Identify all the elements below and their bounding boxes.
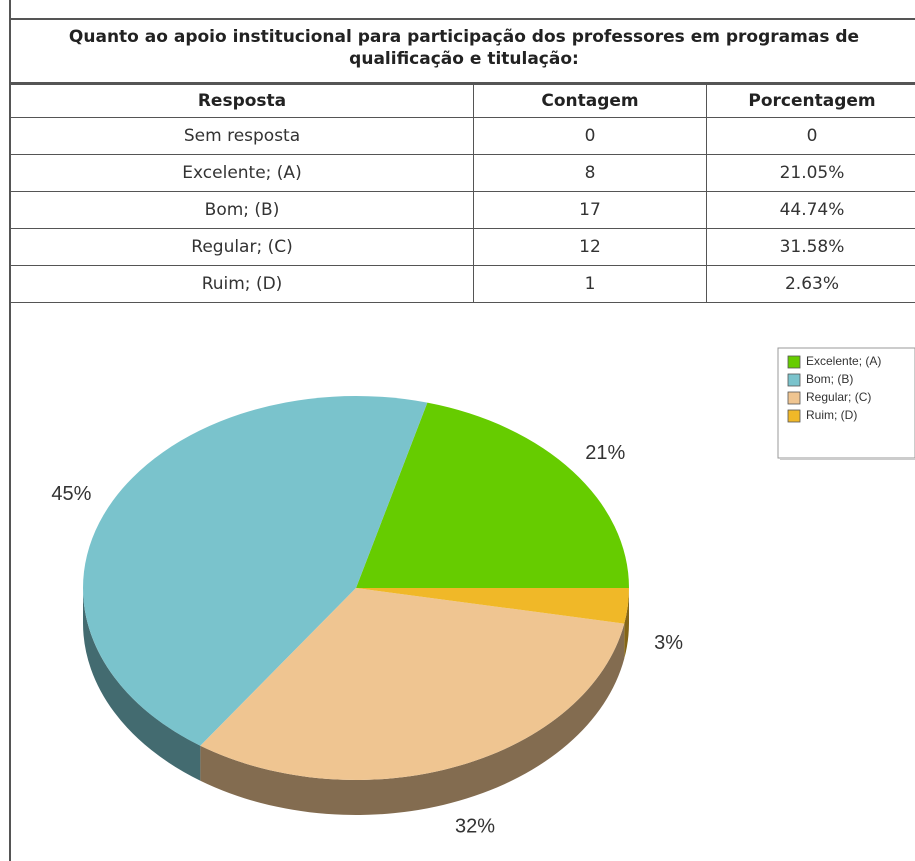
table-cell: Bom; (B) — [11, 191, 474, 229]
legend-swatch — [787, 373, 801, 387]
legend-label: Bom; (B) — [806, 372, 853, 386]
table-cell: 2.63% — [706, 265, 915, 303]
table-cell: Excelente; (A) — [11, 154, 474, 192]
slice-label: 3% — [654, 632, 683, 654]
header-cell: Contagem — [473, 84, 707, 118]
legend-swatch — [787, 391, 801, 405]
frame: Quanto ao apoio institucional para parti… — [9, 0, 915, 861]
slice — [83, 396, 428, 746]
legend-label: Regular; (C) — [806, 390, 871, 404]
table-cell: 17 — [473, 191, 707, 229]
table-row: Sem resposta 0 0 — [11, 117, 915, 155]
legend-swatch — [787, 409, 801, 423]
table-row: Bom; (B) 17 44.74% — [11, 191, 915, 229]
table-row: Excelente; (A) 8 21.05% — [11, 154, 915, 192]
table: Resposta Contagem Porcentagem Sem respos… — [11, 84, 915, 303]
slice — [356, 402, 629, 588]
legend-box — [777, 347, 915, 459]
table-cell: 31.58% — [706, 228, 915, 266]
table-cell: 12 — [473, 228, 707, 266]
slice — [200, 588, 625, 780]
legend-label: Ruim; (D) — [806, 408, 857, 422]
table-cell: 44.74% — [706, 191, 915, 229]
table-cell: Sem resposta — [11, 117, 474, 155]
table-cell: 21.05% — [706, 154, 915, 192]
slice-label: 21% — [585, 442, 625, 464]
table-cell: 8 — [473, 154, 707, 192]
slice-side — [83, 588, 201, 781]
slice-label: 32% — [455, 816, 495, 838]
table-cell: Ruim; (D) — [11, 265, 474, 303]
table-cell: 0 — [473, 117, 707, 155]
table-cell: Regular; (C) — [11, 228, 474, 266]
slice-side — [624, 588, 629, 659]
table-title: Quanto ao apoio institucional para parti… — [11, 18, 915, 84]
slice — [356, 588, 629, 624]
table-cell: 1 — [473, 265, 707, 303]
slice-side — [200, 623, 625, 815]
table-row: Regular; (C) 12 31.58% — [11, 228, 915, 266]
table-row: Ruim; (D) 1 2.63% — [11, 265, 915, 303]
slice-label: 45% — [51, 483, 91, 505]
legend-label: Excelente; (A) — [806, 354, 881, 368]
legend-swatch — [787, 355, 801, 369]
